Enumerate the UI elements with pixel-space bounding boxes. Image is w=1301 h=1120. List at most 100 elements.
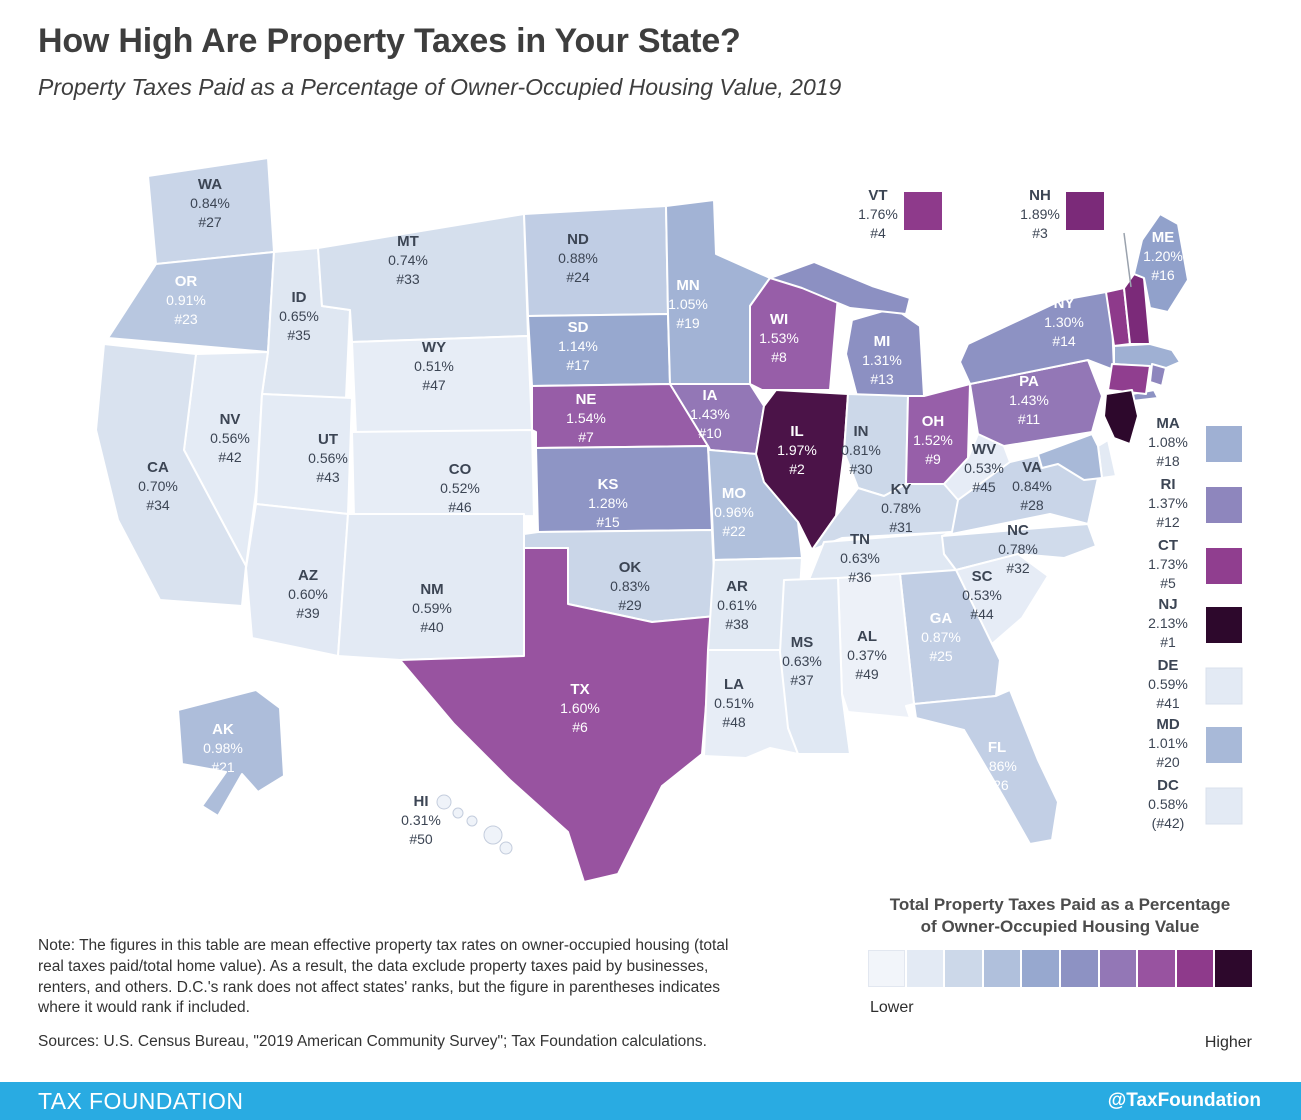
legend-swatch-7 bbox=[1099, 950, 1137, 988]
state-label-sd-rank: #17 bbox=[566, 357, 590, 373]
state-label-il-abbr: IL bbox=[790, 423, 803, 440]
state-label-nv-rank: #42 bbox=[218, 449, 242, 465]
state-label-mn-rank: #19 bbox=[676, 315, 700, 331]
state-nc bbox=[941, 523, 1097, 571]
state-ak bbox=[177, 689, 285, 817]
legend-swatch-3 bbox=[945, 950, 982, 988]
state-label-nd-rate: 0.88% bbox=[558, 250, 598, 266]
state-label-wv-rank: #45 bbox=[972, 479, 996, 495]
state-label-sc-abbr: SC bbox=[972, 568, 993, 585]
callout-label-vt-rank: #4 bbox=[870, 225, 886, 241]
state-hi-island bbox=[452, 807, 464, 819]
side-label-md-rank: #20 bbox=[1156, 754, 1180, 770]
callout-label-nh-rate: 1.89% bbox=[1020, 206, 1060, 222]
state-label-me-rate: 1.20% bbox=[1143, 248, 1183, 264]
state-label-ca-rate: 0.70% bbox=[138, 478, 178, 494]
state-label-tn-rate: 0.63% bbox=[840, 550, 880, 566]
state-label-ne-rank: #7 bbox=[578, 429, 594, 445]
state-label-ms-rate: 0.63% bbox=[782, 653, 822, 669]
state-ks bbox=[535, 445, 713, 533]
callout-swatch-vt bbox=[904, 192, 942, 230]
legend-lower-label: Lower bbox=[870, 999, 914, 1016]
state-label-oh-abbr: OH bbox=[922, 413, 945, 430]
side-label-ri-rate: 1.37% bbox=[1148, 495, 1188, 511]
state-label-ca-rank: #34 bbox=[146, 497, 170, 513]
state-label-sc-rank: #44 bbox=[970, 606, 994, 622]
state-label-ia-rate: 1.43% bbox=[690, 406, 730, 422]
side-label-de-abbr: DE bbox=[1158, 657, 1179, 674]
state-label-co-rate: 0.52% bbox=[440, 480, 480, 496]
state-tx bbox=[399, 547, 717, 883]
state-ky bbox=[811, 475, 969, 551]
state-label-wa-rate: 0.84% bbox=[190, 195, 230, 211]
state-label-mo-rank: #22 bbox=[722, 523, 746, 539]
state-label-me-rank: #16 bbox=[1151, 267, 1175, 283]
state-md bbox=[1037, 433, 1103, 481]
state-label-tn-abbr: TN bbox=[850, 531, 870, 548]
legend-swatch-5 bbox=[1022, 950, 1059, 988]
state-label-ny-rate: 1.30% bbox=[1044, 314, 1084, 330]
side-swatch-ma bbox=[1206, 426, 1242, 462]
page-subtitle: Property Taxes Paid as a Percentage of O… bbox=[38, 74, 842, 100]
callout-label-nh-abbr: NH bbox=[1029, 187, 1051, 204]
state-label-wi-rank: #8 bbox=[771, 349, 787, 365]
state-ri bbox=[1149, 363, 1167, 387]
state-label-oh-rank: #9 bbox=[925, 451, 941, 467]
state-label-mo-rate: 0.96% bbox=[714, 504, 754, 520]
state-label-nc-rate: 0.78% bbox=[998, 541, 1038, 557]
state-label-pa-rate: 1.43% bbox=[1009, 392, 1049, 408]
state-hi-island bbox=[483, 825, 503, 845]
legend-swatch-1 bbox=[868, 950, 905, 988]
callout-swatch-nh bbox=[1066, 192, 1104, 230]
side-label-ma-abbr: MA bbox=[1156, 415, 1179, 432]
side-label-de-rank: #41 bbox=[1156, 695, 1180, 711]
state-label-fl-abbr: FL bbox=[988, 739, 1006, 756]
state-label-wy-abbr: WY bbox=[422, 339, 446, 356]
state-label-nm-abbr: NM bbox=[420, 581, 443, 598]
legend-swatch-4 bbox=[983, 950, 1021, 988]
state-label-ks-abbr: KS bbox=[598, 476, 619, 493]
legend-swatch-10 bbox=[1215, 950, 1252, 988]
side-swatch-md bbox=[1206, 727, 1242, 763]
state-label-id-abbr: ID bbox=[292, 289, 307, 306]
state-label-tx-rate: 1.60% bbox=[560, 700, 600, 716]
state-label-nm-rank: #40 bbox=[420, 619, 444, 635]
state-label-ak-rate: 0.98% bbox=[203, 740, 243, 756]
legend-swatch-8 bbox=[1138, 950, 1175, 988]
state-me bbox=[1133, 213, 1189, 313]
side-swatch-nj bbox=[1206, 607, 1242, 643]
state-wa bbox=[147, 157, 275, 265]
legend-title-line2: of Owner-Occupied Housing Value bbox=[920, 917, 1200, 937]
state-label-mi-rank: #13 bbox=[870, 371, 894, 387]
side-swatch-de bbox=[1205, 667, 1243, 705]
footer-bar: TAX FOUNDATION @TaxFoundation bbox=[0, 1082, 1301, 1120]
header: How High Are Property Taxes in Your Stat… bbox=[38, 22, 841, 101]
state-label-ks-rank: #15 bbox=[596, 514, 620, 530]
state-label-mn-abbr: MN bbox=[676, 277, 699, 294]
side-label-ri-abbr: RI bbox=[1161, 476, 1176, 493]
state-label-sd-rate: 1.14% bbox=[558, 338, 598, 354]
callout-label-vt-rate: 1.76% bbox=[858, 206, 898, 222]
state-label-ca-abbr: CA bbox=[147, 459, 169, 476]
state-label-az-rate: 0.60% bbox=[288, 586, 328, 602]
page-title: How High Are Property Taxes in Your Stat… bbox=[38, 22, 741, 60]
side-label-dc-abbr: DC bbox=[1157, 777, 1179, 794]
state-label-la-rank: #48 bbox=[722, 714, 746, 730]
state-label-ky-abbr: KY bbox=[891, 481, 912, 498]
state-label-mi-rate: 1.31% bbox=[862, 352, 902, 368]
state-label-mt-abbr: MT bbox=[397, 233, 419, 250]
side-label-md-rate: 1.01% bbox=[1148, 735, 1188, 751]
state-label-mo-abbr: MO bbox=[722, 485, 746, 502]
side-label-de-rate: 0.59% bbox=[1148, 676, 1188, 692]
note-text: Note: The figures in this table are mean… bbox=[38, 937, 729, 1017]
state-label-mt-rank: #33 bbox=[396, 271, 420, 287]
state-label-va-rank: #28 bbox=[1020, 497, 1044, 513]
state-label-ok-rank: #29 bbox=[618, 597, 642, 613]
callout-label-nh-rank: #3 bbox=[1032, 225, 1048, 241]
state-label-ia-rank: #10 bbox=[698, 425, 722, 441]
side-label-dc-rank: (#42) bbox=[1152, 815, 1185, 831]
state-label-wi-abbr: WI bbox=[770, 311, 788, 328]
nh-callout-line bbox=[1123, 232, 1132, 288]
state-label-mt-rate: 0.74% bbox=[388, 252, 428, 268]
state-label-al-rank: #49 bbox=[855, 666, 879, 682]
